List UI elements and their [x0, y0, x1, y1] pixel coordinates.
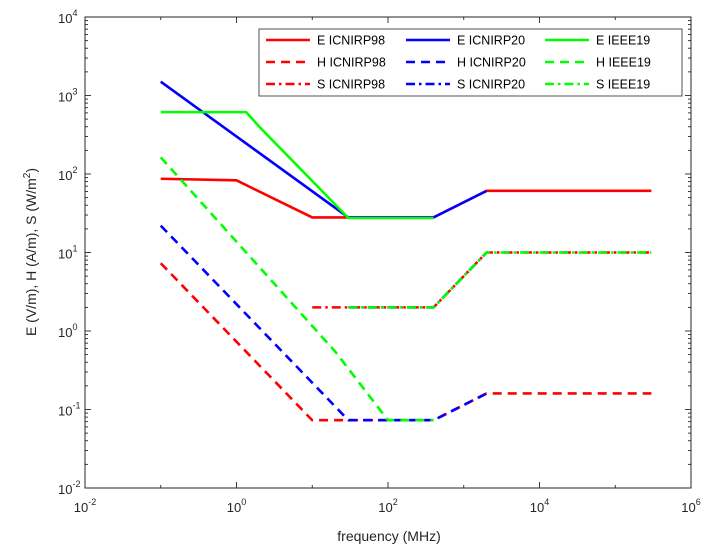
y-axis-label-main: E (V/m), H (A/m), S (W/m — [23, 178, 39, 336]
x-tick-label-base: 10 — [378, 500, 392, 515]
y-tick-label: 10-2 — [58, 479, 80, 497]
y-tick-label-exponent: 1 — [72, 244, 77, 254]
x-tick-label-exponent: 4 — [544, 497, 549, 507]
series-line-s-ieee19 — [348, 251, 652, 309]
y-tick-label-base: 10 — [58, 482, 72, 497]
legend-label-h-icnirp20: H ICNIRP20 — [457, 56, 526, 70]
x-tick-label: 10-2 — [74, 497, 96, 515]
y-tick-label: 100 — [58, 322, 77, 340]
y-tick-label: 101 — [58, 244, 77, 262]
y-tick-label-base: 10 — [58, 404, 72, 419]
legend-label-e-icnirp20: E ICNIRP20 — [457, 34, 525, 48]
y-tick-label: 104 — [58, 8, 77, 26]
x-tick-label-exponent: -2 — [88, 497, 96, 507]
legend-label-s-icnirp20: S ICNIRP20 — [457, 78, 525, 92]
x-tick-label-exponent: 6 — [696, 497, 701, 507]
y-tick-label-exponent: 4 — [72, 8, 77, 18]
y-tick-label-base: 10 — [58, 168, 72, 183]
legend-label-h-ieee19: H IEEE19 — [596, 56, 651, 70]
x-tick-label-base: 10 — [681, 500, 695, 515]
tick-layer — [84, 16, 692, 489]
x-tick-label-exponent: 0 — [241, 497, 246, 507]
legend-box — [258, 28, 683, 97]
series-layer — [159, 80, 652, 422]
series-line-h-icnirp20 — [159, 224, 488, 422]
y-tick-label-base: 10 — [58, 90, 72, 105]
legend-label-s-icnirp98: S ICNIRP98 — [317, 78, 385, 92]
x-tick-label: 104 — [530, 497, 549, 515]
y-tick-label-base: 10 — [58, 247, 72, 262]
y-tick-label-exponent: -1 — [72, 401, 80, 411]
y-axis-label: E (V/m), H (A/m), S (W/m2) — [22, 168, 39, 336]
series-line-h-icnirp98 — [159, 262, 652, 422]
y-tick-label-exponent: -2 — [72, 479, 80, 489]
y-tick-label-base: 10 — [58, 325, 72, 340]
series-line-h-ieee19 — [159, 156, 434, 422]
series-line-e-ieee19 — [160, 110, 434, 220]
y-tick-label-base: 10 — [58, 11, 72, 26]
legend-label-e-icnirp98: E ICNIRP98 — [317, 34, 385, 48]
y-tick-label: 10-1 — [58, 401, 80, 419]
x-tick-label: 100 — [227, 497, 246, 515]
x-tick-label: 106 — [681, 497, 700, 515]
y-tick-label-exponent: 2 — [72, 165, 77, 175]
x-axis-label: frequency (MHz) — [337, 528, 440, 544]
x-tick-label: 102 — [378, 497, 397, 515]
x-tick-label-base: 10 — [74, 500, 88, 515]
y-tick-label-exponent: 0 — [72, 322, 77, 332]
legend-label-s-ieee19: S IEEE19 — [596, 78, 650, 92]
y-axis-label-close: ) — [23, 168, 39, 173]
legend: E ICNIRP98 E ICNIRP20 E IEEE19 H ICNIRP98 H … — [258, 28, 683, 97]
legend-label-h-icnirp98: H ICNIRP98 — [317, 56, 386, 70]
x-tick-label-base: 10 — [530, 500, 544, 515]
x-tick-label-exponent: 2 — [393, 497, 398, 507]
y-axis-label-exponent: 2 — [22, 172, 33, 178]
y-tick-label: 103 — [58, 87, 77, 105]
x-tick-label-base: 10 — [227, 500, 241, 515]
y-tick-label-exponent: 3 — [72, 87, 77, 97]
y-tick-label: 102 — [58, 165, 77, 183]
legend-label-e-ieee19: E IEEE19 — [596, 34, 650, 48]
